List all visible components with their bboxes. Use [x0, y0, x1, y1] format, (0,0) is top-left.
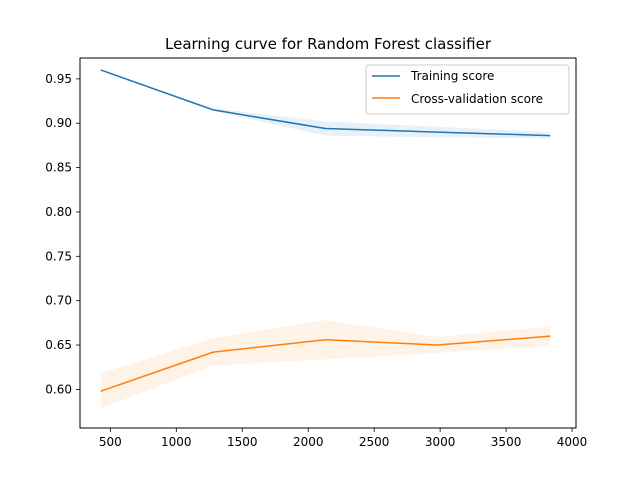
series-lines [100, 69, 551, 392]
y-axis: 0.60 0.65 0.70 0.75 0.80 0.85 0.90 0.95 [45, 72, 80, 396]
band-cross-validation-score [100, 320, 551, 409]
x-tick-label: 2500 [359, 435, 390, 449]
legend-label-training: Training score [410, 69, 494, 83]
x-axis: 500 1000 1500 2000 2500 3000 3500 4000 [99, 428, 587, 449]
y-tick-label: 0.70 [45, 294, 72, 308]
y-tick-label: 0.90 [45, 116, 72, 130]
legend-box [365, 64, 570, 115]
chart-title: Learning curve for Random Forest classif… [165, 35, 492, 53]
x-tick-label: 1000 [161, 435, 192, 449]
line-cross-validation-score [100, 335, 551, 392]
legend: Training score Cross-validation score [365, 64, 570, 115]
legend-label-cross-validation: Cross-validation score [411, 92, 543, 106]
y-tick-label: 0.85 [45, 161, 72, 175]
y-tick-label: 0.60 [45, 382, 72, 396]
plot-area-frame [79, 57, 577, 429]
confidence-bands [100, 69, 551, 409]
y-tick-label: 0.95 [45, 72, 72, 86]
x-tick-label: 2000 [293, 435, 324, 449]
line-training-score [100, 69, 551, 137]
x-tick-label: 4000 [557, 435, 588, 449]
x-tick-label: 3000 [425, 435, 456, 449]
y-tick-label: 0.80 [45, 205, 72, 219]
band-training-score [100, 69, 551, 139]
x-tick-label: 1500 [227, 435, 258, 449]
x-tick-label: 500 [99, 435, 122, 449]
x-tick-label: 3500 [491, 435, 522, 449]
y-tick-label: 0.75 [45, 249, 72, 263]
y-tick-label: 0.65 [45, 338, 72, 352]
